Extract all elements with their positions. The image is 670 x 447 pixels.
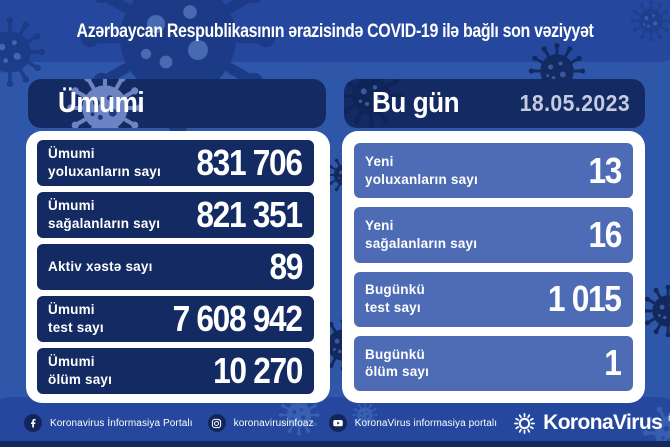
stat-label: Yeni sağalanların sayı — [365, 217, 477, 253]
stat-label-line2: sağalanların sayı — [48, 216, 161, 231]
totals-tab: Ümumi — [28, 79, 326, 128]
youtube-icon — [328, 414, 347, 432]
stat-label-line1: Yeni — [365, 153, 394, 169]
facebook-icon — [24, 414, 42, 432]
stat-value: 821 351 — [196, 194, 304, 235]
totals-tab-title: Ümumi — [58, 87, 145, 119]
stat-row-new-infections: Yeni yoluxanların sayı 13 — [354, 143, 633, 199]
stat-row-new-recovered: Yeni sağalanların sayı 16 — [354, 207, 633, 263]
footer: Koronavirus İnformasiya Portalı koronavi… — [0, 404, 670, 442]
stat-label-line2: ölüm sayı — [48, 372, 113, 387]
stat-label: Bugünkü test sayı — [365, 281, 425, 317]
stat-label-line2: test sayı — [48, 320, 104, 335]
stat-value: 89 — [269, 246, 303, 287]
stat-label-line2: test sayı — [365, 300, 421, 316]
stat-row-total-deaths: Ümumi ölüm sayı 10 270 — [37, 348, 314, 394]
bottom-strip — [0, 441, 670, 447]
stat-label: Ümumi sağalanların sayı — [48, 197, 160, 233]
page-title: Azərbaycan Respublikasının ərazisində CO… — [76, 21, 594, 42]
stat-label: Ümumi ölüm sayı — [48, 353, 112, 389]
stat-value: 13 — [588, 149, 622, 191]
stat-value: 831 706 — [196, 142, 304, 183]
totals-panel: Ümumi yoluxanların sayı 831 706 Ümumi sa… — [26, 131, 330, 403]
stat-label-line1: Ümumi — [48, 146, 95, 162]
stat-value: 1 — [604, 342, 623, 384]
stat-label-line1: Ümumi — [48, 198, 95, 214]
stat-label-line2: yoluxanların sayı — [365, 171, 478, 187]
instagram-icon — [207, 414, 226, 432]
stat-row-today-tests: Bugünkü test sayı 1 015 — [354, 271, 633, 327]
stat-row-total-recovered: Ümumi sağalanların sayı 821 351 — [37, 192, 314, 238]
stat-label: Aktiv xəstə sayı — [48, 258, 153, 276]
stat-label-line2: ölüm sayı — [365, 364, 430, 380]
stat-value: 1 015 — [548, 278, 622, 320]
stat-label-line1: Ümumi — [48, 354, 95, 370]
instagram-label: koronavirusinfoaz — [233, 417, 314, 429]
facebook-label: Koronavirus İnformasiya Portalı — [50, 417, 193, 429]
stat-label: Ümumi yoluxanların sayı — [48, 145, 161, 181]
instagram-link: koronavirusinfoaz — [207, 414, 314, 432]
stat-row-total-tests: Ümumi test sayı 7 608 942 — [37, 296, 314, 342]
today-panel: Yeni yoluxanların sayı 13 Yeni sağalanla… — [342, 131, 645, 403]
stat-value: 10 270 — [213, 350, 303, 391]
stat-label: Bugünkü ölüm sayı — [365, 346, 429, 382]
stat-label: Ümumi test sayı — [48, 301, 104, 337]
youtube-label: KoronaVirus informasiya portalı — [354, 417, 498, 429]
stat-label-line1: Aktiv xəstə sayı — [48, 259, 153, 275]
today-tab: Bu gün 18.05.2023 — [344, 79, 645, 128]
stat-label-line2: yoluxanların sayı — [48, 164, 161, 179]
report-date: 18.05.2023 — [519, 90, 630, 116]
stat-row-today-deaths: Bugünkü ölüm sayı 1 — [354, 335, 633, 391]
stat-value: 7 608 942 — [172, 298, 303, 339]
logo-text: KoronaVirus — [543, 411, 663, 434]
virus-icon — [641, 284, 670, 338]
facebook-link: Koronavirus İnformasiya Portalı — [24, 414, 193, 432]
stat-label-line1: Yeni — [365, 218, 394, 234]
stat-label: Yeni yoluxanların sayı — [365, 153, 478, 189]
stat-label-line1: Bugünkü — [365, 282, 425, 298]
sun-virus-icon — [512, 411, 537, 436]
stat-label-line2: sağalanların sayı — [365, 235, 478, 251]
stat-row-active-cases: Aktiv xəstə sayı 89 — [37, 244, 314, 290]
stat-value: 16 — [588, 213, 622, 255]
stat-label-line1: Bugünkü — [365, 346, 425, 362]
stat-row-total-infections: Ümumi yoluxanların sayı 831 706 — [37, 140, 314, 186]
stat-label-line1: Ümumi — [48, 302, 95, 318]
youtube-link: KoronaVirus informasiya portalı — [328, 414, 498, 432]
today-tab-title: Bu gün — [372, 87, 460, 119]
